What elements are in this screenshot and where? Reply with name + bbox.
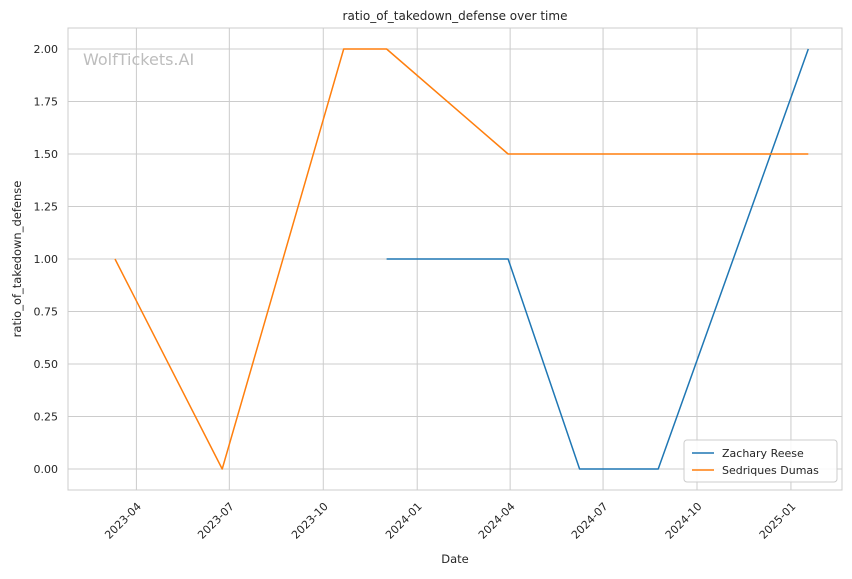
legend-label: Sedriques Dumas <box>722 464 819 477</box>
y-tick-label: 0.75 <box>34 306 59 319</box>
y-tick-label: 1.00 <box>34 253 59 266</box>
plot-area-frame <box>67 27 843 491</box>
series-lines <box>114 48 810 470</box>
y-axis-ticks: 0.00 0.25 0.50 0.75 1.00 1.25 1.50 1.75 2.00 <box>34 43 59 476</box>
y-tick-label: 1.50 <box>34 148 59 161</box>
x-axis-label: Date <box>441 552 469 566</box>
legend-label: Zachary Reese <box>722 447 804 460</box>
y-tick-label: 1.25 <box>34 201 59 214</box>
chart-title: ratio_of_takedown_defense over time <box>343 9 568 23</box>
legend-frame <box>683 439 838 483</box>
y-tick-label: 0.50 <box>34 358 59 371</box>
y-tick-label: 2.00 <box>34 43 59 56</box>
y-tick-label: 1.75 <box>34 96 59 109</box>
y-tick-label: 0.00 <box>34 463 59 476</box>
legend: Zachary Reese Sedriques Dumas <box>683 439 838 483</box>
series-line-1 <box>114 48 809 470</box>
y-axis-label: ratio_of_takedown_defense <box>10 181 24 338</box>
y-tick-label: 0.25 <box>34 411 59 424</box>
series-line-0 <box>386 48 810 470</box>
watermark: WolfTickets.AI <box>83 50 194 69</box>
